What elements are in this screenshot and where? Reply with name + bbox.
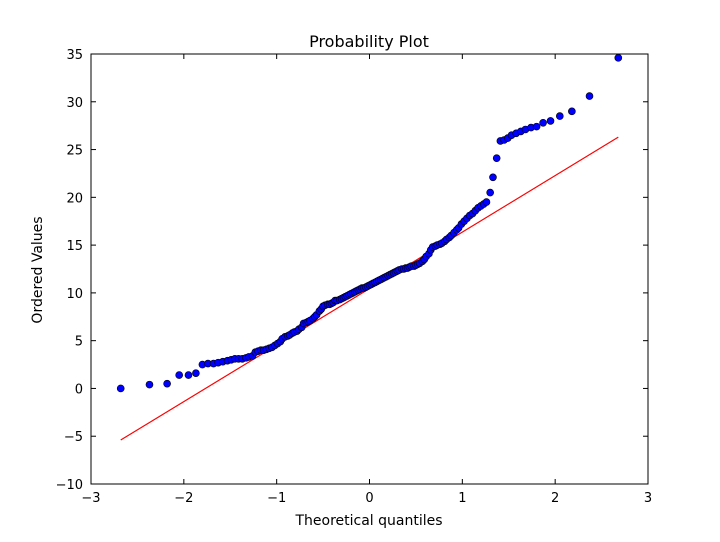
x-tick-label: 0: [365, 491, 373, 506]
data-point: [184, 371, 193, 379]
y-tick-label: −10: [56, 478, 83, 493]
y-tick-label: 20: [66, 191, 83, 206]
data-point: [163, 379, 171, 388]
data-point: [568, 107, 576, 116]
data-point: [539, 119, 547, 127]
axes-frame: [90, 53, 649, 485]
x-axis-label: Theoretical quantiles: [294, 513, 442, 529]
y-tick-label: 30: [66, 96, 83, 111]
chart-title: Probability Plot: [309, 32, 429, 51]
data-point: [175, 371, 183, 379]
data-point: [585, 92, 594, 100]
chart-marks: [116, 54, 623, 441]
data-point: [486, 188, 494, 197]
x-tick-label: 2: [551, 491, 559, 506]
x-tick-label: −3: [81, 491, 100, 506]
x-tick-label: 1: [458, 491, 466, 506]
y-tick-label: 5: [75, 335, 83, 350]
data-point: [614, 54, 623, 62]
data-point: [546, 117, 555, 125]
y-tick-label: 15: [66, 239, 83, 254]
data-point: [556, 112, 564, 120]
x-tick-label: 3: [644, 491, 652, 506]
data-point: [116, 384, 125, 393]
data-point: [492, 154, 501, 162]
data-point: [489, 173, 497, 182]
x-tick-label: −1: [267, 491, 286, 506]
data-point: [532, 122, 541, 131]
y-tick-label: 35: [66, 48, 83, 63]
y-axis-label: Ordered Values: [30, 216, 46, 323]
y-tick-label: 25: [66, 144, 83, 159]
y-tick-label: 10: [66, 287, 83, 302]
y-tick-label: −5: [64, 430, 83, 445]
y-tick-label: 0: [75, 382, 83, 397]
data-point: [145, 380, 154, 389]
x-tick-label: −2: [174, 491, 193, 506]
data-point: [192, 369, 200, 377]
data-point: [482, 198, 491, 206]
